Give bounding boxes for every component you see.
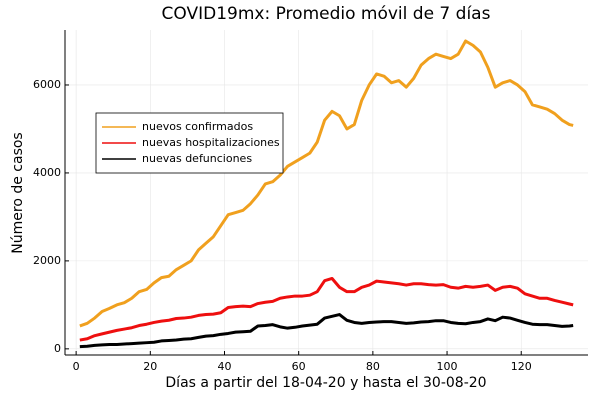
data-line bbox=[79, 39, 574, 328]
x-tick-label: 120 bbox=[511, 360, 532, 373]
y-tick-label: 4000 bbox=[33, 166, 61, 179]
x-tick-label: 60 bbox=[292, 360, 306, 373]
legend-label: nuevas defunciones bbox=[142, 152, 252, 165]
y-tick-label: 0 bbox=[54, 342, 61, 355]
data-line bbox=[79, 276, 574, 342]
x-axis-label: Días a partir del 18-04-20 y hasta el 30… bbox=[165, 375, 486, 391]
x-tick-label: 100 bbox=[437, 360, 458, 373]
legend-label: nuevas hospitalizaciones bbox=[142, 136, 280, 149]
x-tick-label: 0 bbox=[73, 360, 80, 373]
legend-label: nuevos confirmados bbox=[142, 120, 253, 133]
x-tick-label: 40 bbox=[217, 360, 231, 373]
chart-title: COVID19mx: Promedio móvil de 7 días bbox=[162, 4, 491, 24]
data-line bbox=[79, 313, 574, 349]
y-axis-label: Número de casos bbox=[10, 132, 26, 253]
x-tick-label: 20 bbox=[143, 360, 157, 373]
y-tick-label: 2000 bbox=[33, 254, 61, 267]
x-tick-label: 80 bbox=[366, 360, 380, 373]
y-tick-label: 6000 bbox=[33, 78, 61, 91]
